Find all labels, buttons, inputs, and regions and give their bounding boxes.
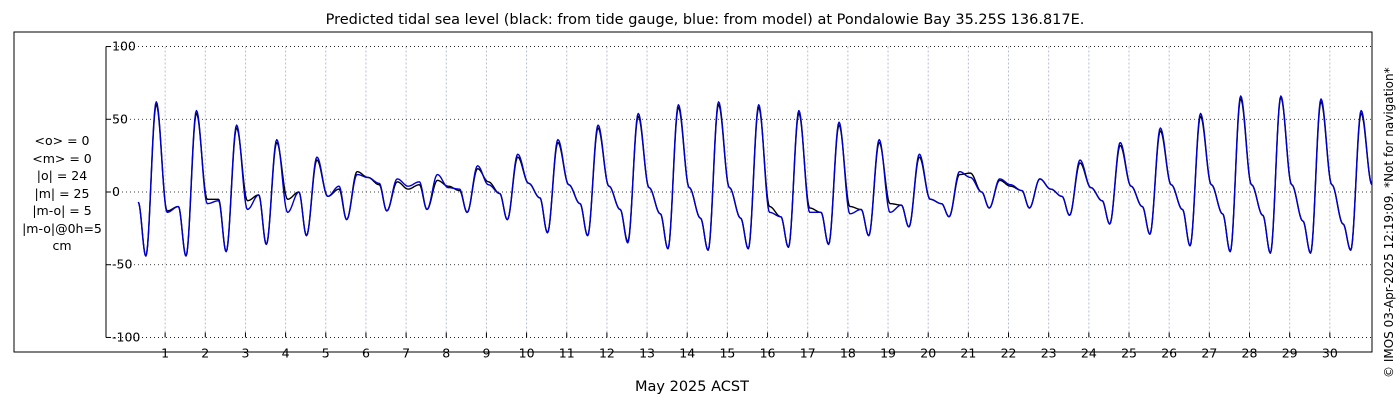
- x-tick-label: 8: [442, 345, 450, 360]
- x-tick-label: 11: [559, 345, 575, 360]
- copyright-notice: © IMOS 03-Apr-2025 12:19:09. *Not for na…: [1382, 67, 1396, 378]
- x-tick-label: 25: [1121, 345, 1137, 360]
- y-tick-label: 0: [112, 184, 120, 199]
- y-tick-label: 100: [112, 39, 136, 54]
- stat-mean-model: <m> = 0: [32, 150, 92, 166]
- stat-abs-obs: |o| = 24: [36, 168, 88, 183]
- x-axis-label: May 2025 ACST: [635, 379, 749, 395]
- x-tick-label: 1: [161, 345, 169, 360]
- x-tick-label: 29: [1282, 345, 1298, 360]
- x-tick-label: 9: [482, 345, 490, 360]
- x-tick-label: 7: [402, 345, 410, 360]
- x-tick-label: 24: [1081, 345, 1097, 360]
- x-tick-label: 13: [639, 345, 655, 360]
- x-tick-label: 18: [840, 345, 856, 360]
- x-tick-label: 28: [1242, 345, 1258, 360]
- x-tick-label: 4: [282, 345, 290, 360]
- grid: [106, 46, 1372, 338]
- x-tick-label: 23: [1041, 345, 1057, 360]
- x-tick-label: 30: [1322, 345, 1338, 360]
- chart-title: Predicted tidal sea level (black: from t…: [326, 12, 1085, 28]
- stat-abs-model: |m| = 25: [34, 185, 90, 201]
- stat-diff-0h: |m-o|@0h=5: [22, 220, 102, 236]
- x-tick-label: 15: [719, 345, 735, 360]
- x-tick-label: 20: [920, 345, 936, 360]
- stat-mean-obs: <o> = 0: [34, 133, 90, 148]
- y-tick-label: -50: [112, 257, 132, 272]
- plot-frame: [13, 31, 1373, 353]
- x-tick-label: 19: [880, 345, 896, 360]
- series-lines: [137, 95, 1373, 257]
- y-tick-label: 50: [112, 111, 128, 126]
- x-tick-label: 12: [599, 345, 615, 360]
- x-tick-label: 3: [241, 345, 249, 360]
- statistics-panel: <o> = 0 <m> = 0 |o| = 24 |m| = 25 |m-o| …: [14, 132, 110, 255]
- stat-abs-diff: |m-o| = 5: [32, 203, 92, 218]
- x-tick-label: 21: [960, 345, 976, 360]
- model-series-line: [137, 95, 1373, 257]
- x-tick-label: 6: [362, 345, 370, 360]
- x-tick-label: 2: [201, 345, 209, 360]
- x-tick-label: 14: [679, 345, 695, 360]
- y-tick-label: -100: [112, 329, 140, 344]
- x-tick-label: 22: [1001, 345, 1017, 360]
- x-tick-label: 17: [800, 345, 816, 360]
- x-tick-label: 26: [1161, 345, 1177, 360]
- stat-unit: cm: [52, 238, 72, 253]
- axes: 1 2 3 4 5 6 7 8 9 10 11 12 13 14 15 16 17 18 19 20 21 22 23 24 2…: [105, 39, 1338, 360]
- x-tick-label: 10: [519, 345, 535, 360]
- x-tick-label: 16: [760, 345, 776, 360]
- x-tick-label: 27: [1201, 345, 1217, 360]
- x-tick-label: 5: [322, 345, 330, 360]
